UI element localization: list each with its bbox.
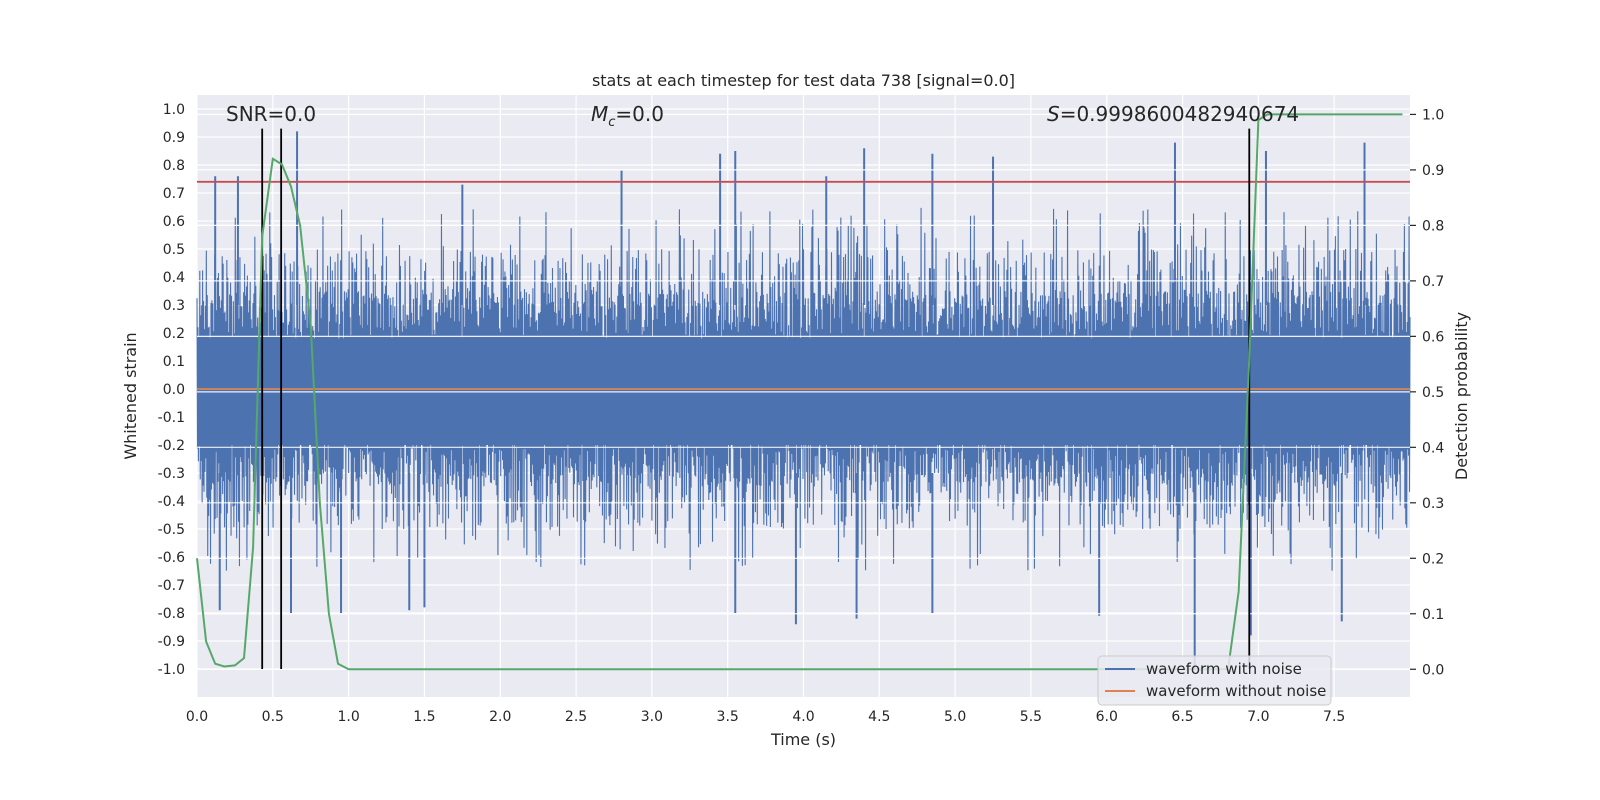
x-tick-label: 1.5 — [413, 709, 435, 725]
x-tick-label: 7.5 — [1323, 709, 1345, 725]
y-axis-left-title: Whitened strain — [121, 332, 140, 459]
x-tick-label: 7.0 — [1247, 709, 1269, 725]
noise-core-band — [197, 344, 1410, 445]
y-right-tick-label: 0.8 — [1422, 218, 1444, 234]
y-left-tick-label: -0.7 — [158, 578, 185, 594]
y-left-tick-label: 0.5 — [163, 242, 185, 258]
y-right-tick-label: 0.0 — [1422, 662, 1444, 678]
legend-label-clean: waveform without noise — [1146, 682, 1326, 700]
y-left-tick-label: -1.0 — [158, 662, 185, 678]
chirp-mass-symbol: M — [591, 102, 608, 126]
score-value: =0.9998600482940674 — [1060, 102, 1299, 126]
y-left-tick-label: -0.5 — [158, 522, 185, 538]
x-axis-title: Time (s) — [770, 730, 836, 749]
x-tick-label: 2.5 — [565, 709, 587, 725]
x-tick-label: 4.5 — [868, 709, 890, 725]
chirp-mass-value: =0.0 — [615, 102, 664, 126]
y-left-tick-label: 0.0 — [163, 382, 185, 398]
chirp-mass-subscript: c — [608, 115, 615, 130]
y-right-tick-label: 0.1 — [1422, 607, 1444, 623]
y-left-tick-label: 1.0 — [163, 102, 185, 118]
y-right-tick-label: 0.9 — [1422, 163, 1444, 179]
tick-layer: 0.0 0.5 1.0 1.5 2.0 2.5 3.0 3.5 4.0 4.5 5.0 5.5 6.0 6… — [158, 102, 1445, 725]
noise-waveform-series — [196, 113, 1411, 670]
chart-title: stats at each timestep for test data 738… — [592, 71, 1015, 90]
y-right-tick-label: 0.5 — [1422, 385, 1444, 401]
y-left-tick-label: -0.4 — [158, 494, 185, 510]
y-left-tick-label: 0.6 — [163, 214, 185, 230]
x-tick-label: 5.5 — [1020, 709, 1042, 725]
overlay-layer — [196, 113, 1410, 671]
y-left-tick-label: -0.3 — [158, 466, 185, 482]
x-tick-label: 0.0 — [186, 709, 208, 725]
x-tick-label: 6.5 — [1171, 709, 1193, 725]
y-right-tick-label: 0.3 — [1422, 496, 1444, 512]
y-right-tick-label: 1.0 — [1422, 107, 1444, 123]
y-right-tick-label: 0.6 — [1422, 329, 1444, 345]
y-left-tick-label: -0.1 — [158, 410, 185, 426]
y-left-tick-label: 0.9 — [163, 130, 185, 146]
y-left-tick-label: -0.2 — [158, 438, 185, 454]
x-tick-label: 6.0 — [1096, 709, 1118, 725]
legend-box — [1097, 655, 1332, 706]
x-tick-label: 3.5 — [717, 709, 739, 725]
y-left-tick-label: 0.3 — [163, 298, 185, 314]
snr-annotation: SNR=0.0 — [226, 102, 316, 126]
detection-probability-line — [196, 113, 1403, 671]
legend: waveform with noise waveform without noi… — [1097, 655, 1332, 706]
x-tick-label: 4.0 — [792, 709, 814, 725]
y-left-tick-label: 0.1 — [163, 354, 185, 370]
legend-label-noise: waveform with noise — [1146, 660, 1302, 678]
y-left-tick-label: 0.4 — [163, 270, 185, 286]
x-tick-label: 3.0 — [641, 709, 663, 725]
y-left-tick-label: -0.9 — [158, 634, 185, 650]
y-left-tick-label: 0.7 — [163, 186, 185, 202]
score-annotation: S=0.9998600482940674 — [1047, 102, 1299, 126]
y-left-tick-label: 0.8 — [163, 158, 185, 174]
x-tick-label: 0.5 — [262, 709, 284, 725]
x-tick-label: 1.0 — [337, 709, 359, 725]
y-right-tick-label: 0.7 — [1422, 274, 1444, 290]
y-left-tick-label: -0.6 — [158, 550, 185, 566]
chirp-mass-annotation: Mc=0.0 — [591, 102, 664, 130]
y-left-tick-label: -0.8 — [158, 606, 185, 622]
y-right-tick-label: 0.2 — [1422, 551, 1444, 567]
y-left-tick-label: 0.2 — [163, 326, 185, 342]
y-axis-right-title: Detection probability — [1452, 312, 1471, 480]
y-right-tick-label: 0.4 — [1422, 440, 1444, 456]
x-tick-label: 2.0 — [489, 709, 511, 725]
score-symbol: S — [1047, 102, 1060, 126]
x-tick-label: 5.0 — [944, 709, 966, 725]
